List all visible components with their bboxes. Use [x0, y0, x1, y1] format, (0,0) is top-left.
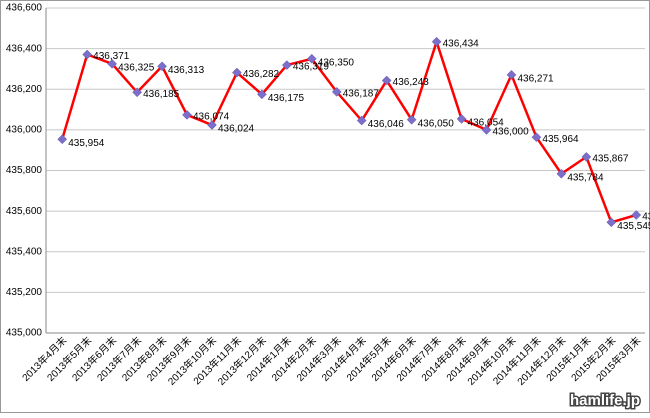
data-label: 436,325 — [118, 63, 155, 74]
data-label: 436,434 — [443, 38, 480, 49]
data-label: 435,545 — [617, 221, 650, 232]
data-label: 436,000 — [493, 127, 530, 138]
data-label: 436,282 — [243, 69, 280, 80]
data-label: 436,175 — [268, 93, 305, 104]
data-label: 436,046 — [368, 119, 405, 130]
data-label: 435,867 — [592, 154, 629, 165]
data-point — [381, 75, 392, 86]
data-point — [107, 59, 117, 69]
data-point — [606, 217, 617, 228]
data-point — [281, 60, 292, 70]
data-label: 436,074 — [193, 111, 230, 122]
data-label: 436,319 — [293, 62, 330, 73]
y-tick-label: 436,400 — [6, 43, 43, 54]
data-label: 436,371 — [93, 51, 130, 62]
data-label: 436,350 — [318, 57, 355, 68]
y-tick-label: 436,600 — [6, 3, 43, 14]
y-tick-label: 435,200 — [6, 287, 43, 298]
data-label: 435,784 — [567, 172, 604, 183]
data-point — [182, 109, 192, 120]
data-label: 436,313 — [168, 65, 205, 76]
watermark: hamlife.jp — [570, 392, 640, 409]
data-point — [82, 49, 93, 60]
data-label: 436,187 — [343, 89, 380, 100]
data-label: 436,024 — [218, 124, 255, 135]
data-point — [406, 114, 417, 125]
data-point — [581, 152, 592, 162]
data-label: 435,964 — [542, 134, 579, 145]
data-point — [431, 36, 442, 47]
y-tick-label: 436,000 — [6, 125, 43, 136]
data-label: 435,581 — [642, 212, 650, 223]
data-point — [506, 69, 517, 80]
data-point — [331, 87, 342, 97]
data-label: 436,050 — [418, 118, 455, 129]
data-point — [232, 67, 242, 78]
data-label: 436,243 — [393, 77, 430, 88]
data-point — [157, 61, 167, 72]
data-point — [531, 132, 542, 143]
y-tick-label: 435,800 — [6, 165, 43, 176]
data-point — [456, 114, 467, 124]
series-line — [61, 37, 637, 224]
data-label: 436,054 — [468, 118, 505, 129]
y-tick-label: 436,200 — [6, 84, 43, 95]
data-label: 435,954 — [68, 138, 105, 149]
data-label: 436,271 — [517, 73, 554, 84]
y-tick-label: 435,600 — [6, 206, 43, 217]
data-point — [306, 53, 317, 64]
data-point — [631, 210, 642, 220]
data-point — [207, 120, 217, 130]
data-point — [556, 168, 567, 179]
data-label: 436,185 — [143, 89, 180, 100]
data-point — [257, 89, 267, 100]
y-tick-label: 435,400 — [6, 246, 43, 257]
data-point — [132, 87, 142, 98]
data-point — [57, 134, 68, 145]
y-tick-label: 435,000 — [6, 328, 43, 339]
data-point — [356, 115, 367, 126]
data-point — [481, 125, 492, 135]
